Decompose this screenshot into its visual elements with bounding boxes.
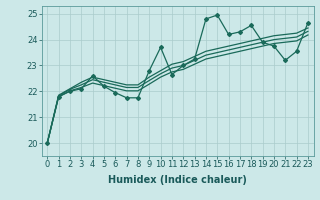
X-axis label: Humidex (Indice chaleur): Humidex (Indice chaleur) [108,175,247,185]
